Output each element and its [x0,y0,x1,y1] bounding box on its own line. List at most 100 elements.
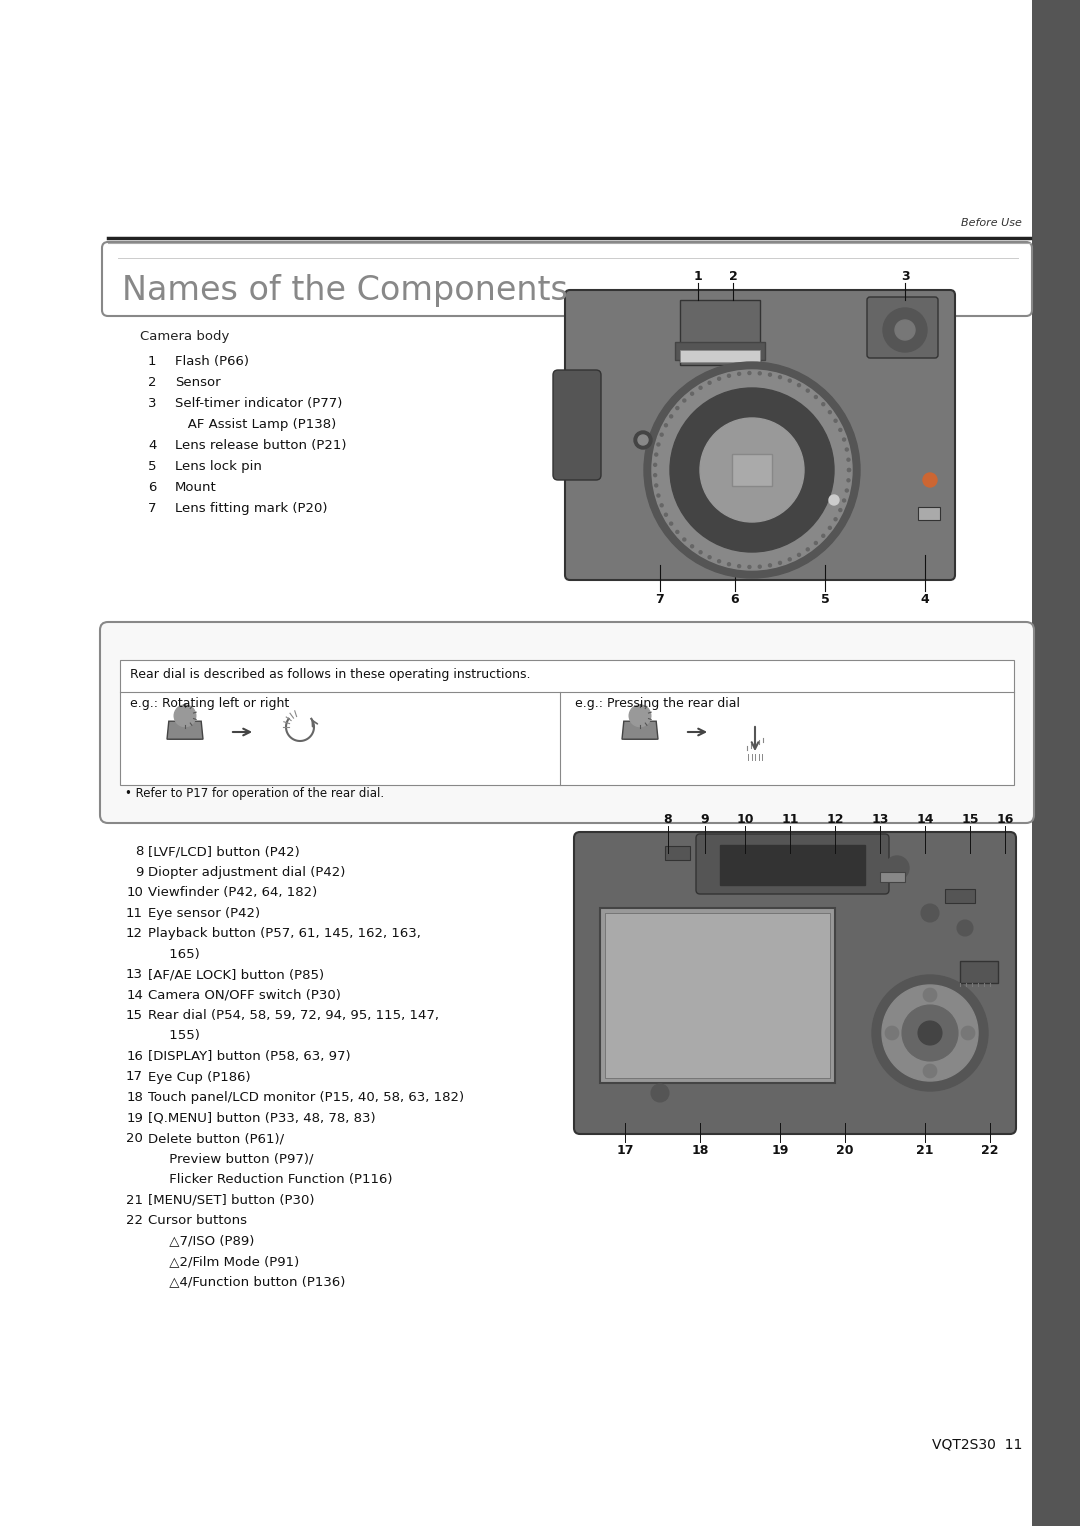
Circle shape [807,548,809,551]
Circle shape [748,566,751,569]
Bar [1032,0,1080,1526]
Circle shape [921,903,939,922]
Circle shape [652,369,852,571]
Bar [680,349,760,362]
Circle shape [788,559,792,562]
Circle shape [846,449,848,452]
Bar [720,845,865,885]
Bar [960,961,998,983]
Text: 7: 7 [148,502,157,514]
Bar [732,455,772,485]
Text: Eye sensor (P42): Eye sensor (P42) [148,906,260,920]
Circle shape [848,468,851,472]
Text: 13: 13 [126,967,143,981]
Text: 18: 18 [126,1091,143,1103]
Circle shape [758,372,761,375]
Bar [918,507,940,520]
Circle shape [955,943,975,963]
Text: 13: 13 [872,813,889,826]
FancyBboxPatch shape [867,298,939,359]
Text: 10: 10 [126,887,143,899]
Text: Camera ON/OFF switch (P30): Camera ON/OFF switch (P30) [148,989,341,1001]
Text: 12: 12 [826,813,843,826]
Circle shape [670,415,673,418]
Text: Rear dial is described as follows in these operating instructions.: Rear dial is described as follows in the… [130,668,530,681]
Text: 4: 4 [148,439,157,452]
Text: △2/Film Mode (P91): △2/Film Mode (P91) [148,1254,299,1268]
Text: Viewfinder (P42, 64, 182): Viewfinder (P42, 64, 182) [148,887,318,899]
Text: [Q.MENU] button (P33, 48, 78, 83): [Q.MENU] button (P33, 48, 78, 83) [148,1111,376,1125]
Circle shape [660,433,663,436]
Text: 8: 8 [135,845,143,858]
Circle shape [846,488,848,491]
Circle shape [834,517,837,520]
Text: 5: 5 [148,459,157,473]
Text: 2: 2 [729,270,738,282]
FancyBboxPatch shape [696,835,889,894]
Circle shape [728,563,730,566]
Text: VQT2S30  11: VQT2S30 11 [932,1437,1022,1453]
Circle shape [788,378,792,382]
Circle shape [779,375,782,378]
Text: 9: 9 [135,865,143,879]
Text: Camera body: Camera body [140,330,229,343]
Circle shape [699,386,702,389]
Bar [120,661,1014,784]
Bar [880,871,905,882]
Text: AF Assist Lamp (P138): AF Assist Lamp (P138) [175,418,336,430]
Text: 11: 11 [126,906,143,920]
Text: 15: 15 [126,1009,143,1022]
Circle shape [630,705,651,726]
Text: Playback button (P57, 61, 145, 162, 163,: Playback button (P57, 61, 145, 162, 163, [148,926,421,940]
Circle shape [807,389,809,392]
Circle shape [664,424,667,427]
Circle shape [700,418,804,522]
Circle shape [638,435,648,446]
Circle shape [847,479,850,482]
Text: [MENU/SET] button (P30): [MENU/SET] button (P30) [148,1193,314,1207]
Circle shape [797,383,800,386]
Circle shape [728,374,730,377]
Circle shape [651,1083,669,1102]
Circle shape [834,420,837,423]
Circle shape [848,468,851,472]
Circle shape [708,555,711,559]
Text: Mount: Mount [175,481,217,494]
FancyBboxPatch shape [553,369,600,481]
Circle shape [822,403,825,406]
Text: 19: 19 [126,1111,143,1125]
Circle shape [676,406,679,409]
Circle shape [758,565,761,568]
Text: [LVF/LCD] button (P42): [LVF/LCD] button (P42) [148,845,300,858]
Circle shape [961,1025,975,1041]
Circle shape [664,513,667,516]
Text: 14: 14 [126,989,143,1001]
Text: Rear dial (P54, 58, 59, 72, 94, 95, 115, 147,: Rear dial (P54, 58, 59, 72, 94, 95, 115,… [148,1009,438,1022]
Text: 7: 7 [656,594,664,606]
Circle shape [797,554,800,557]
Text: 10: 10 [737,813,754,826]
FancyBboxPatch shape [573,832,1016,1134]
Text: 4: 4 [920,594,930,606]
Text: 3: 3 [148,397,157,410]
Circle shape [923,1064,937,1077]
Circle shape [683,539,686,542]
Text: Lens release button (P21): Lens release button (P21) [175,439,347,452]
Circle shape [690,545,693,548]
FancyBboxPatch shape [565,290,955,580]
Bar [665,845,690,861]
Text: 22: 22 [982,1144,999,1157]
Circle shape [657,494,660,497]
Circle shape [872,975,988,1091]
Text: • Refer to P17 for operation of the rear dial.: • Refer to P17 for operation of the rear… [125,787,384,800]
Text: Delete button (P61)/: Delete button (P61)/ [148,1132,284,1144]
Circle shape [902,1006,958,1061]
Text: 6: 6 [148,481,157,494]
Circle shape [717,560,720,563]
Circle shape [847,458,850,461]
Text: 22: 22 [126,1215,143,1227]
Bar [945,890,975,903]
Circle shape [708,382,711,385]
Text: Flicker Reduction Function (P116): Flicker Reduction Function (P116) [148,1173,392,1186]
Circle shape [699,551,702,554]
